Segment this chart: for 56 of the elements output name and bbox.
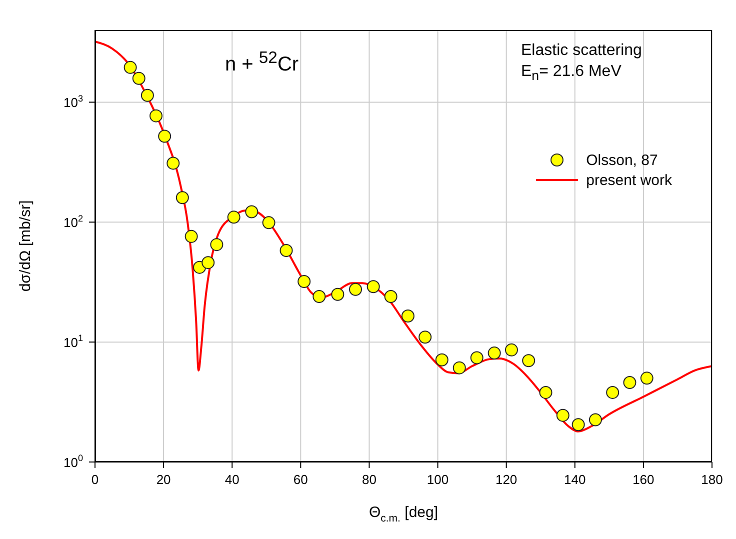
point bbox=[623, 376, 636, 390]
point bbox=[245, 205, 258, 218]
legend-label: present work bbox=[586, 172, 672, 188]
x-tick-label: 80 bbox=[362, 472, 376, 487]
point bbox=[132, 72, 146, 85]
point bbox=[298, 274, 311, 288]
y-axis-title: dσ/dΩ [mb/sr] bbox=[17, 200, 34, 292]
point bbox=[184, 230, 198, 243]
x-tick-label: 60 bbox=[293, 472, 308, 487]
y-tick-label: 10$^{2}$ bbox=[63, 213, 83, 230]
text: n + $^{52}$Cr bbox=[225, 48, 299, 77]
x-tick-label: 0 bbox=[91, 472, 99, 487]
x-tick-label: 160 bbox=[632, 472, 654, 487]
point bbox=[158, 130, 172, 143]
point bbox=[166, 156, 180, 170]
point bbox=[227, 210, 240, 224]
annotation: Elastic scattering bbox=[521, 41, 642, 61]
point bbox=[124, 60, 137, 74]
point bbox=[488, 346, 501, 360]
point bbox=[606, 386, 620, 399]
legend-label: Olsson, 87 bbox=[586, 152, 658, 168]
x-tick-label: 20 bbox=[156, 472, 171, 487]
annotation: E$_{n}$= 21.6 MeV bbox=[521, 62, 622, 86]
point bbox=[349, 282, 362, 296]
point bbox=[312, 290, 326, 303]
y-tick-label: 10$^{1}$ bbox=[63, 333, 83, 350]
point bbox=[210, 238, 224, 252]
point bbox=[366, 280, 380, 294]
point bbox=[504, 343, 518, 356]
y-tick-label: 10$^{0}$ bbox=[63, 453, 83, 470]
point bbox=[588, 413, 602, 426]
point bbox=[384, 290, 398, 303]
point bbox=[452, 361, 466, 374]
point bbox=[556, 408, 570, 422]
point bbox=[418, 330, 432, 344]
x-tick-label: 180 bbox=[701, 472, 723, 487]
point bbox=[572, 418, 585, 432]
point bbox=[150, 109, 163, 122]
x-tick-label: 120 bbox=[495, 472, 518, 487]
point bbox=[539, 386, 552, 399]
y-tick-label: 10$^{3}$ bbox=[63, 93, 83, 110]
point bbox=[470, 351, 484, 364]
point bbox=[262, 216, 276, 230]
point bbox=[522, 354, 536, 368]
point bbox=[140, 88, 154, 102]
point bbox=[202, 256, 215, 270]
point bbox=[176, 191, 189, 204]
x-tick-label: 140 bbox=[564, 472, 586, 487]
point bbox=[401, 309, 414, 322]
point bbox=[435, 353, 448, 366]
x-axis-title: Θ$_{c.m.}$ [deg] bbox=[368, 504, 438, 524]
point bbox=[280, 244, 293, 258]
point bbox=[331, 288, 344, 301]
x-tick-label: 40 bbox=[224, 472, 240, 487]
point bbox=[640, 372, 654, 385]
x-tick-label: 100 bbox=[426, 472, 449, 487]
